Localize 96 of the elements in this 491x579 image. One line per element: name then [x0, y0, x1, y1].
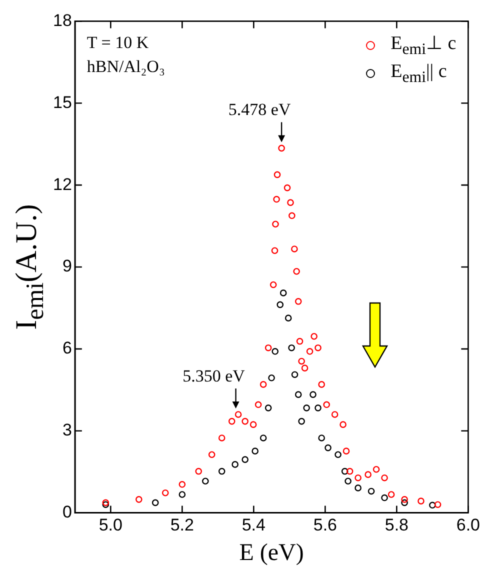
- y-tick-label: 0: [62, 502, 72, 522]
- point: [280, 290, 287, 296]
- point: [136, 496, 142, 503]
- point: [296, 338, 304, 345]
- point: [364, 471, 372, 478]
- point: [234, 411, 242, 418]
- y-tick-label: 15: [52, 92, 72, 112]
- point: [264, 404, 272, 412]
- point: [242, 418, 248, 425]
- x-axis-title: E (eV): [239, 540, 304, 566]
- point: [284, 184, 291, 192]
- point: [294, 298, 302, 305]
- y-tick-label: 9: [62, 256, 72, 276]
- point: [202, 478, 209, 485]
- point: [274, 171, 281, 178]
- x-tick-label: 5.8: [384, 516, 408, 535]
- point: [298, 358, 305, 365]
- x-tick-label: 5.2: [170, 516, 194, 535]
- annotation: T = 10 K: [86, 33, 150, 52]
- point: [271, 247, 278, 254]
- point: [288, 344, 295, 352]
- y-tick-label: 18: [52, 10, 72, 30]
- point: [310, 332, 318, 340]
- legend-label: E$_{emi}$⊥ c: [390, 32, 456, 59]
- y-tick-label: 6: [62, 338, 72, 358]
- point: [401, 499, 408, 506]
- annotation: hBN/Al₂O₃: [86, 57, 165, 76]
- point: [291, 371, 298, 378]
- point: [354, 474, 362, 482]
- point: [381, 474, 388, 482]
- point: [242, 456, 248, 463]
- point: [276, 301, 284, 308]
- point: [306, 348, 314, 355]
- point: [372, 466, 380, 473]
- point: [250, 421, 257, 428]
- point: [272, 220, 279, 228]
- point: [218, 434, 226, 442]
- point: [331, 411, 338, 418]
- point: [368, 488, 375, 495]
- point: [254, 401, 262, 408]
- point: [429, 502, 436, 509]
- point: [208, 451, 216, 458]
- point: [401, 496, 408, 503]
- point: [418, 498, 424, 504]
- point: [195, 468, 202, 475]
- point: [310, 391, 316, 398]
- point: [287, 199, 294, 206]
- point: [434, 501, 442, 508]
- point: [318, 381, 325, 388]
- point: [284, 314, 292, 322]
- point: [293, 268, 300, 275]
- point: [381, 494, 388, 502]
- point: [334, 451, 342, 458]
- point: [324, 444, 332, 452]
- point: [346, 468, 354, 475]
- point: [272, 348, 279, 355]
- x-tick-label: 5.0: [98, 516, 122, 535]
- x-tick-label: 5.4: [242, 516, 266, 535]
- point: [318, 434, 325, 442]
- y-tick-label: 3: [62, 420, 72, 440]
- point: [228, 418, 236, 425]
- legend-label: E$_{emi}$|| c: [390, 60, 447, 87]
- annotation: 5.478 eV: [228, 100, 292, 120]
- point: [354, 484, 362, 492]
- point: [323, 401, 330, 408]
- point: [232, 461, 238, 468]
- point: [278, 144, 285, 152]
- point: [260, 381, 267, 388]
- point: [388, 491, 395, 498]
- point: [162, 489, 169, 496]
- x-tick-label: 5.6: [313, 516, 337, 535]
- x-tick-label: 6.0: [456, 516, 480, 535]
- point: [342, 448, 350, 454]
- point: [341, 468, 348, 475]
- point: [291, 246, 298, 252]
- point: [314, 344, 322, 352]
- point: [273, 196, 280, 203]
- annotation: 5.350 eV: [182, 366, 246, 386]
- point: [344, 478, 352, 485]
- point: [340, 421, 346, 428]
- point: [303, 404, 310, 412]
- point: [152, 499, 159, 506]
- point: [178, 491, 186, 498]
- point: [314, 404, 322, 412]
- point: [298, 418, 305, 425]
- point: [268, 374, 275, 382]
- point: [252, 448, 258, 454]
- point: [270, 281, 277, 288]
- point: [288, 212, 296, 220]
- point: [178, 480, 186, 488]
- point: [294, 391, 302, 398]
- y-tick-label: 12: [52, 174, 72, 194]
- point: [264, 344, 272, 352]
- point: [218, 468, 226, 475]
- point: [260, 434, 267, 442]
- point: [301, 364, 308, 372]
